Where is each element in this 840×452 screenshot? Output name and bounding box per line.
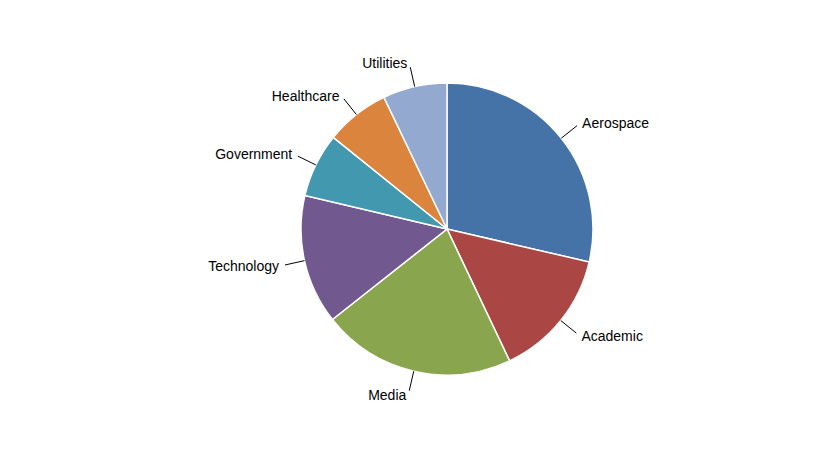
svg-text:Healthcare: Healthcare: [272, 88, 340, 104]
svg-text:Academic: Academic: [581, 328, 642, 344]
svg-text:Utilities: Utilities: [362, 55, 407, 71]
svg-text:Aerospace: Aerospace: [582, 115, 649, 131]
svg-text:Technology: Technology: [208, 258, 279, 274]
svg-text:Media: Media: [368, 387, 406, 403]
svg-text:Government: Government: [215, 146, 292, 162]
